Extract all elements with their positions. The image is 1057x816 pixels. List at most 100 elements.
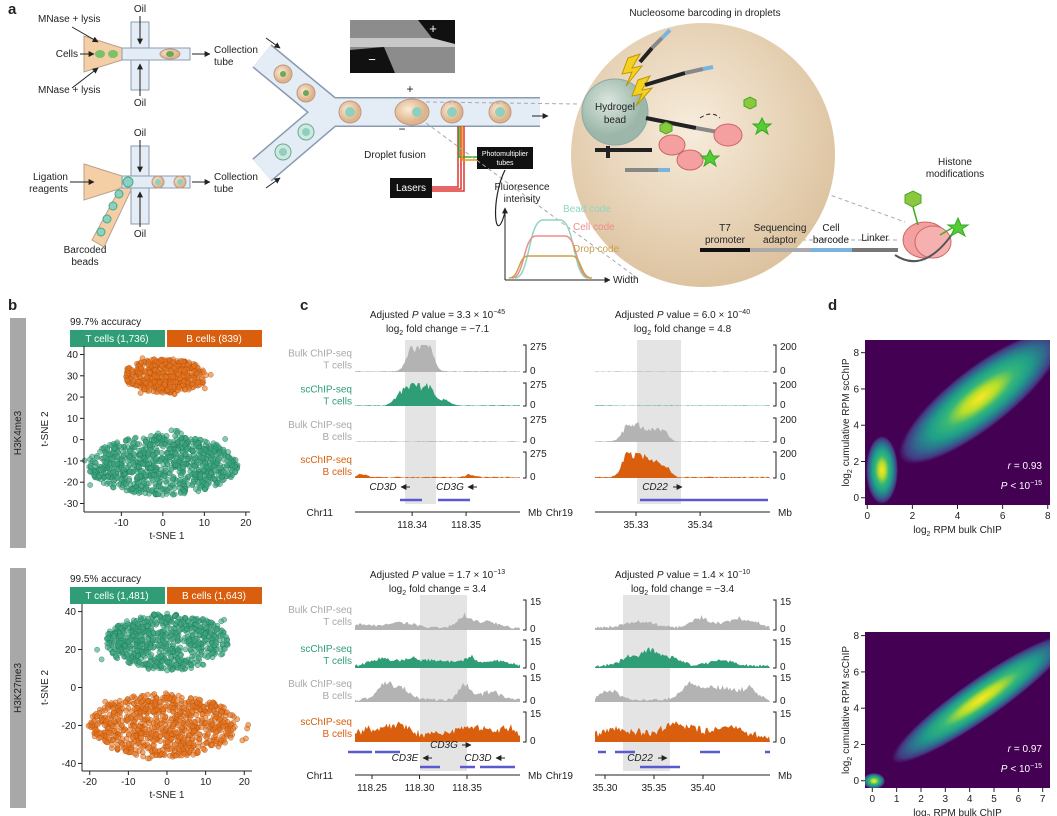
cell-dot xyxy=(146,442,153,449)
y-axis-label-part: log xyxy=(841,473,852,486)
chromosome: Chr11 xyxy=(307,508,334,519)
cell-dot xyxy=(217,481,223,487)
chromosome: Chr19 xyxy=(546,508,574,519)
cell-dot xyxy=(130,459,137,466)
p-value-title-part: −45 xyxy=(493,309,505,316)
cell-dot xyxy=(219,641,226,648)
signal-track xyxy=(595,371,770,372)
cell-dot xyxy=(202,631,209,638)
device-2 xyxy=(70,140,211,248)
cell-dot xyxy=(193,370,200,377)
x-tick-label: 2 xyxy=(918,794,924,805)
a-text: Ligation xyxy=(33,172,68,183)
cell-dot xyxy=(195,480,202,487)
cell-dot xyxy=(87,482,93,488)
fold-change-part: log xyxy=(631,584,644,595)
a-text: Hydrogel xyxy=(595,102,635,113)
cell-dot xyxy=(97,729,103,736)
cell-dot xyxy=(140,753,146,760)
cell-dot xyxy=(184,456,191,462)
fold-change-part: log xyxy=(389,584,402,595)
a-text: Cell code xyxy=(573,222,615,233)
y-axis-label: log2 cumulative RPM scChIP xyxy=(841,646,854,774)
cell-dot xyxy=(116,443,123,450)
a-text: Linker xyxy=(861,233,889,244)
scale-bracket xyxy=(773,599,777,631)
y-tick-label: 10 xyxy=(67,414,79,425)
signal-track xyxy=(595,421,770,442)
p-stat-part: P xyxy=(1001,764,1008,775)
cell-dot xyxy=(125,638,132,645)
cell-dot xyxy=(163,732,170,739)
x-tick-label: 0 xyxy=(864,511,870,522)
cell-dot xyxy=(163,695,170,701)
a-text: beads xyxy=(71,257,98,268)
barcoding-droplet xyxy=(571,23,835,287)
a-text: reagents xyxy=(29,184,68,195)
cell-dot xyxy=(239,737,246,744)
cell-dot xyxy=(224,637,230,644)
scale-min: 0 xyxy=(780,736,786,747)
scale-max: 200 xyxy=(780,380,797,391)
panel-label: d xyxy=(828,297,837,314)
x-axis-label-part: log xyxy=(913,525,926,536)
r-stat-part: = 0.93 xyxy=(1014,461,1043,472)
scale-max: 15 xyxy=(780,637,792,648)
x-axis-label-part: 2 xyxy=(927,531,931,538)
cell-dot xyxy=(135,378,141,385)
cell-dot xyxy=(111,728,118,734)
p-value-title-part: −13 xyxy=(493,569,505,576)
cell-dot xyxy=(177,652,184,659)
cell-dot xyxy=(143,472,149,478)
cell-dot xyxy=(177,644,184,651)
cell-dot xyxy=(109,741,115,748)
cell-dot xyxy=(158,663,165,670)
y-tick-label: 40 xyxy=(65,607,77,618)
x-tick-label: 118.34 xyxy=(397,520,427,531)
scale-min: 0 xyxy=(530,624,536,635)
cell-dot xyxy=(182,615,189,621)
scale-max: 275 xyxy=(530,380,547,391)
cell-dot xyxy=(200,746,207,752)
cell-dot xyxy=(213,729,219,736)
cell-dot xyxy=(181,661,188,667)
cell-dot xyxy=(151,472,157,478)
cell-dot xyxy=(149,636,156,642)
y-tick-label: 0 xyxy=(853,776,859,787)
cell-dot xyxy=(122,699,129,706)
cell-dot xyxy=(203,726,209,733)
r-stat-part: = 0.97 xyxy=(1014,744,1043,755)
density-blob xyxy=(866,436,898,504)
cell-dot xyxy=(98,467,104,473)
panel-label: b xyxy=(8,297,17,314)
cell-dot xyxy=(218,651,224,658)
b-legend-label: B cells (1,643) xyxy=(182,591,246,602)
a-text: bead xyxy=(604,115,626,126)
y-axis-label-part: cumulative RPM scChIP xyxy=(841,358,852,466)
cell-dot xyxy=(218,709,225,715)
a-text: − xyxy=(368,52,376,67)
cell-dot xyxy=(146,720,152,727)
cell-dot xyxy=(208,470,214,477)
x-axis-label: t-SNE 1 xyxy=(149,790,184,801)
x-tick-label: 3 xyxy=(943,794,949,805)
cell-dot xyxy=(203,625,209,631)
cell-dot xyxy=(174,634,181,641)
cell-dot xyxy=(152,748,158,754)
cell-dot xyxy=(173,752,179,759)
cell-dot xyxy=(182,646,189,653)
x-tick-label: 4 xyxy=(955,511,961,522)
cell-dot xyxy=(200,704,207,710)
cell-dot xyxy=(152,663,159,670)
cell-dot xyxy=(125,716,131,723)
cell-dot xyxy=(153,695,160,701)
cell-dot xyxy=(142,706,149,713)
track-cells: T cells xyxy=(323,361,352,372)
y-tick-label: 4 xyxy=(853,704,859,715)
y-tick-label: 0 xyxy=(70,683,76,694)
p-value-title-part: value = 1.4 × 10 xyxy=(666,570,738,581)
cell-dot xyxy=(134,647,141,654)
scale-min: 0 xyxy=(780,696,786,707)
cell-dot xyxy=(127,448,133,454)
